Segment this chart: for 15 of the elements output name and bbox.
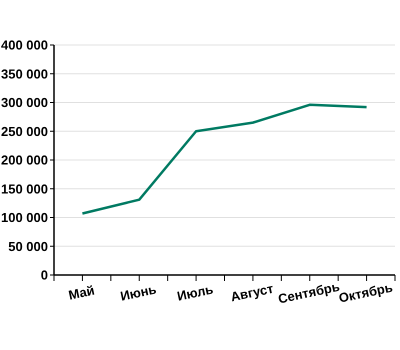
y-tick-label: 100 000 (1, 210, 48, 226)
x-tick-label: Август (229, 280, 275, 304)
x-tick-label: Сентябрь (276, 278, 341, 306)
line-series (81, 104, 368, 215)
x-tick-label: Июль (176, 281, 214, 304)
x-tick-label: Май (67, 282, 96, 303)
y-tick-label: 250 000 (1, 124, 48, 139)
y-tick-label: 0 (40, 268, 48, 283)
x-tick-label: Июнь (119, 281, 158, 304)
y-tick-label: 400 000 (1, 38, 48, 53)
y-tick-label: 350 000 (1, 66, 48, 82)
y-tick-label: 200 000 (1, 152, 48, 168)
y-tick-label: 150 000 (1, 181, 48, 196)
y-tick-label: 50 000 (8, 238, 48, 254)
y-tick-label: 300 000 (1, 95, 48, 110)
